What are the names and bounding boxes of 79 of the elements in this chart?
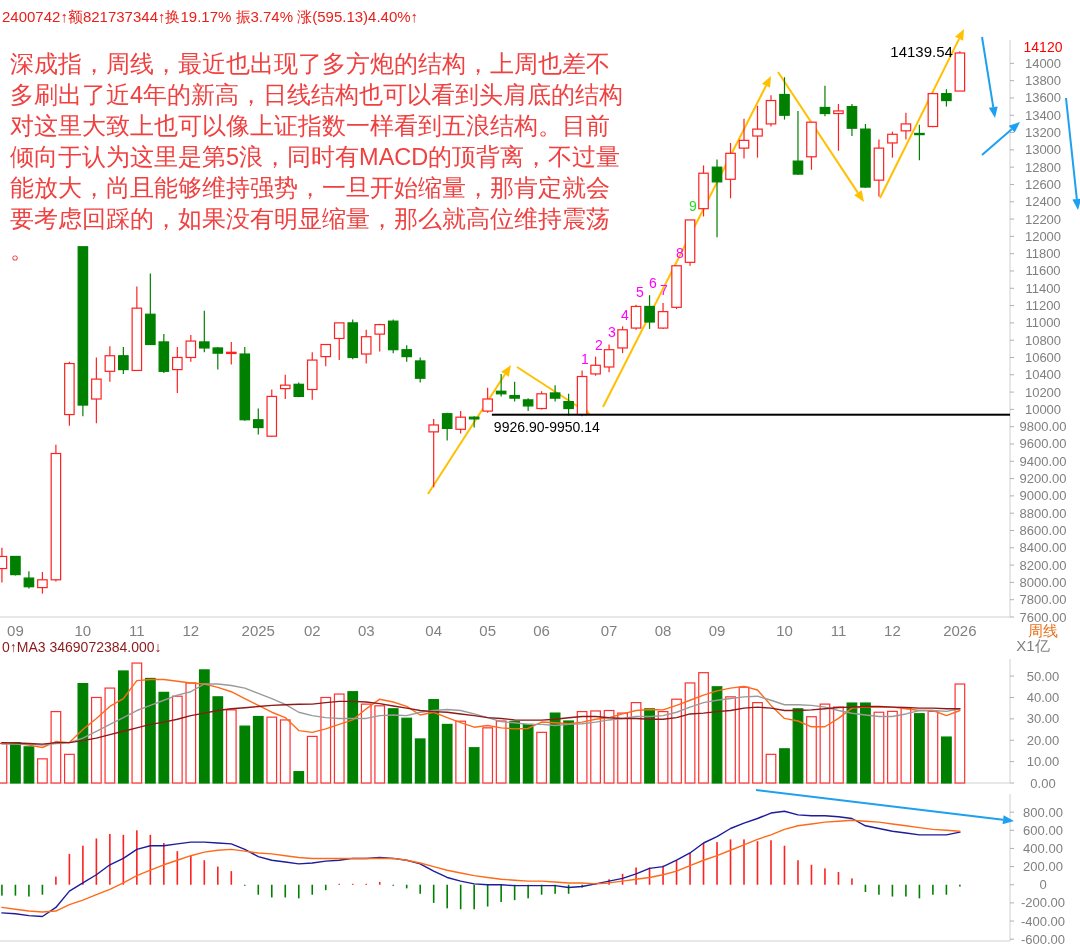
x-tick-label: 2026 (943, 622, 977, 639)
annotation: 14139.54 (890, 42, 953, 60)
y-tick-label: 50.00 (1026, 668, 1060, 684)
y-tick-label: 12600 (1024, 176, 1062, 192)
y-tick-label: 13000 (1024, 142, 1062, 158)
y-tick-label: 10600 (1024, 349, 1062, 365)
y-tick-label: 9800.00 (1019, 419, 1067, 435)
x-tick-label: 09 (7, 622, 24, 639)
x-tick-label: 06 (533, 622, 550, 639)
y-tick-label: 10400 (1024, 367, 1062, 383)
band-label: 9926.90-9950.14 (493, 418, 600, 435)
y-tick-label: 8000.00 (1019, 574, 1067, 590)
y-tick-label: 11400 (1025, 280, 1061, 296)
y-tick-label: 12000 (1024, 228, 1062, 244)
text: 周线 (1028, 622, 1058, 639)
y-tick-label: -400.00 (1020, 913, 1066, 929)
y-tick-label: 12400 (1024, 194, 1062, 210)
x-tick-label: 12 (884, 622, 901, 639)
x-tick-label: 03 (357, 622, 375, 639)
y-tick-label: 13800 (1024, 73, 1062, 89)
text: 14120 (1023, 39, 1063, 55)
annotation: 5 (636, 284, 645, 300)
y-tick-label: 10200 (1024, 384, 1062, 400)
y-tick-label: 14000 (1024, 55, 1062, 71)
y-tick-label: 12200 (1024, 211, 1062, 227)
y-tick-label: 0.00 (1030, 775, 1056, 791)
y-tick-label: 30.00 (1026, 711, 1060, 727)
y-tick-label: 0 (1039, 877, 1047, 893)
x-tick-label: 11 (129, 622, 145, 639)
x-tick-label: 08 (654, 622, 672, 639)
y-tick-label: 13200 (1024, 125, 1062, 141)
annotation: 9 (689, 198, 698, 214)
y-tick-label: 9000.00 (1019, 488, 1067, 504)
y-tick-label: 800.00 (1023, 804, 1063, 820)
y-tick-label: 200.00 (1023, 859, 1063, 875)
x-tick-label: 05 (479, 622, 496, 639)
x-tick-label: 12 (182, 622, 200, 639)
y-tick-label: 8400.00 (1019, 540, 1067, 556)
y-tick-label: 13400 (1024, 107, 1062, 123)
x-tick-label: 04 (425, 622, 443, 639)
y-tick-label: 11800 (1025, 246, 1061, 262)
y-tick-label: 12800 (1024, 159, 1062, 175)
y-tick-label: 40.00 (1026, 689, 1060, 705)
x-tick-label: 11 (830, 622, 847, 639)
y-tick-label: 10.00 (1026, 754, 1060, 770)
text: 2400742↑额821737344↑换19.17% 振3.74% 涨(595.13)4.40%↑ (2, 8, 419, 25)
y-tick-label: 20.00 (1026, 732, 1060, 748)
y-tick-label: 9200.00 (1019, 471, 1067, 487)
annotation: 3 (608, 324, 617, 340)
y-tick-label: 9600.00 (1019, 436, 1067, 452)
annotation: 1 (581, 351, 590, 367)
y-tick-label: 11200 (1025, 298, 1061, 314)
y-tick-label: -200.00 (1020, 895, 1066, 911)
annotation: 2 (595, 337, 604, 353)
y-tick-label: 8200.00 (1019, 557, 1067, 573)
x-tick-label: 09 (708, 622, 726, 639)
y-tick-label: 7600.00 (1019, 609, 1067, 625)
annotation: 4 (621, 307, 630, 323)
x-tick-label: 07 (600, 622, 618, 639)
y-tick-label: 11600 (1025, 263, 1061, 279)
y-tick-label: 10000 (1024, 401, 1062, 417)
annotation: 6 (649, 275, 658, 291)
x-tick-label: 2025 (241, 622, 275, 639)
y-tick-label: 13600 (1024, 90, 1062, 106)
text: 0↑MA3 3469072384.000↓ (2, 639, 162, 655)
y-tick-label: 8800.00 (1019, 505, 1067, 521)
y-tick-label: 600.00 (1023, 822, 1063, 838)
y-tick-label: 7800.00 (1019, 592, 1067, 608)
x-tick-label: 10 (776, 622, 793, 639)
x-tick-label: 10 (74, 622, 92, 639)
y-tick-label: 8600.00 (1019, 522, 1067, 538)
y-tick-label: 10800 (1024, 332, 1062, 348)
y-tick-label: 400.00 (1023, 840, 1063, 856)
annotation: 深成指，周线，最近也出现了多方炮的结构，上周也差不多刷出了近4年的新高，日线结构也可以看到头肩底的结构对这里大致上也可以像上证指数一样看到五浪结构。目前倾向于认为这里是第5浪，同时有MACD的顶背离，不过量能放大，尚且能够维持强势，一旦开始缩量，那肯定就会要考虑回踩的，如果没有明显缩量，那么就高位维持震荡。 (10, 51, 624, 263)
y-axis-title: X1亿 (1016, 637, 1050, 654)
y-tick-label: 11000 (1025, 315, 1061, 331)
y-tick-label: 9400.00 (1019, 453, 1067, 469)
y-tick-label: -600.00 (1020, 931, 1066, 944)
x-tick-label: 02 (303, 622, 321, 639)
